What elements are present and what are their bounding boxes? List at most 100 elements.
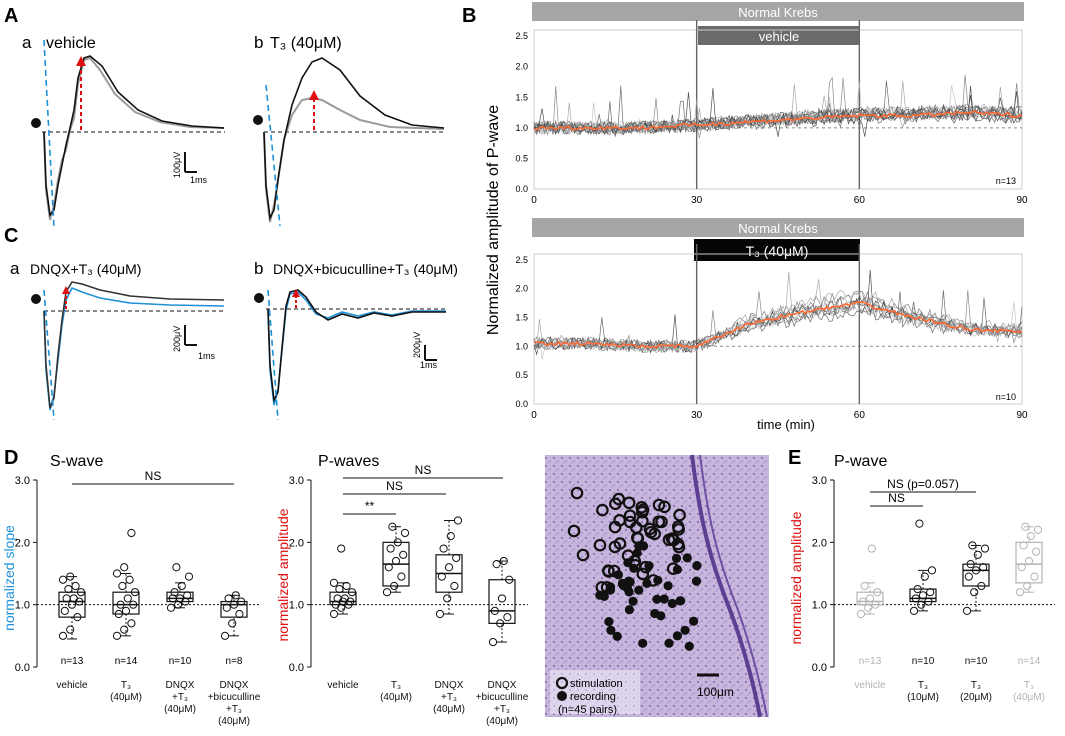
data-point [71,581,80,591]
data-point [166,603,176,612]
x-tick-label: 90 [1016,410,1028,421]
data-point [453,516,463,525]
significance-label: NS [888,491,905,505]
stimulation-site [636,567,650,581]
arrow-head [62,286,70,294]
n-label: n=14 [115,656,138,667]
group-label: +T₃ [172,692,188,703]
recording-site [664,638,674,648]
panel-a-title-vehicle: vehicle [46,35,96,52]
stimulation-site [622,496,636,510]
data-point [918,591,928,600]
data-point [913,584,922,594]
group-label: T₃ [971,680,981,691]
krebs-bar-bottom [532,218,1024,237]
mean-trace [533,110,1023,131]
electrode-positions [567,486,702,651]
data-point [399,550,408,559]
panel-e-title: P-wave [834,453,887,470]
data-point [492,560,501,569]
mean-trace [533,300,1023,350]
data-point [235,609,244,619]
data-point [224,594,233,603]
data-point [58,575,68,584]
panel-e-ylabel: normalized amplitude [788,511,804,644]
y-tick-label: 0.0 [812,662,827,674]
box [962,563,990,587]
box [58,591,86,618]
data-point [347,588,357,597]
recording-site [642,578,652,589]
data-point [118,581,127,591]
data-point [340,594,349,603]
data-point [390,581,399,591]
recording-site [682,553,692,563]
recording-site [691,576,702,586]
data-point [488,637,498,647]
data-point [237,597,246,606]
data-point [924,597,933,606]
data-point [170,588,179,597]
x-tick-label: 0 [531,195,537,206]
data-point [66,572,75,581]
panel-a-sub-a: a [22,33,32,52]
stimulation-site [576,548,590,562]
arrow-head [309,90,319,100]
stimulation-site [644,525,658,539]
data-point [112,569,122,578]
scale-voltage: 200μV [172,326,182,352]
group-label: (40μM) [380,692,412,703]
stimulation-site [652,498,666,512]
swave-title: S-wave [50,453,103,470]
scale-voltage: 100μV [172,152,182,178]
data-point [183,591,192,600]
significance-label: NS [386,479,403,493]
panel-a: A a vehicle b T₃ (40μM) 100μV 1ms [4,5,445,229]
data-point [175,594,185,603]
recording-site [612,631,622,642]
data-point [437,572,446,581]
n-bottom: n=10 [996,392,1016,402]
krebs-bar-top [532,2,1024,21]
data-point [386,544,395,553]
stimulation-site [673,508,686,522]
legend-n-pairs: (n=45 pairs) [558,704,617,716]
recording-site [623,558,633,568]
y-tick-label: 0.5 [515,370,528,380]
recording-site [689,616,699,626]
data-point [971,566,981,575]
group-label: +T₃ [226,704,242,715]
data-point [116,600,125,609]
stimulation-site [635,500,648,514]
data-point [1030,572,1039,581]
panel-b-ylabel: Normalized amplitude of P-wave [485,105,502,335]
group-label: (40μM) [486,716,518,727]
data-point [920,572,929,581]
data-point [927,566,937,575]
y-tick-label: 2.5 [515,255,528,265]
data-point [1033,525,1043,534]
group-label: T₃ [1024,680,1034,691]
data-point [1017,563,1026,572]
data-point [980,544,990,553]
legend-stim-marker [555,676,569,690]
stimulation-site [623,509,637,522]
n-label: n=10 [965,656,988,667]
recording-site [644,561,654,571]
stimulation-site [601,564,615,577]
data-point [335,584,344,594]
n-label: n=13 [61,656,84,667]
data-point [915,519,924,528]
trace-b-t3 [253,57,445,227]
y-tick-label: 1.0 [812,600,827,612]
stimulation-site [671,520,685,534]
stimulation-site [593,538,607,552]
panel-e-letter: E [788,447,801,469]
data-point [973,550,982,559]
group-label: T₃ [918,680,928,691]
data-point [76,588,86,597]
data-point [446,532,455,541]
data-point [1032,547,1041,556]
timecourse-t3: 0.0 0.5 1.0 1.5 2.0 2.5 0 30 60 90 [515,244,1028,421]
